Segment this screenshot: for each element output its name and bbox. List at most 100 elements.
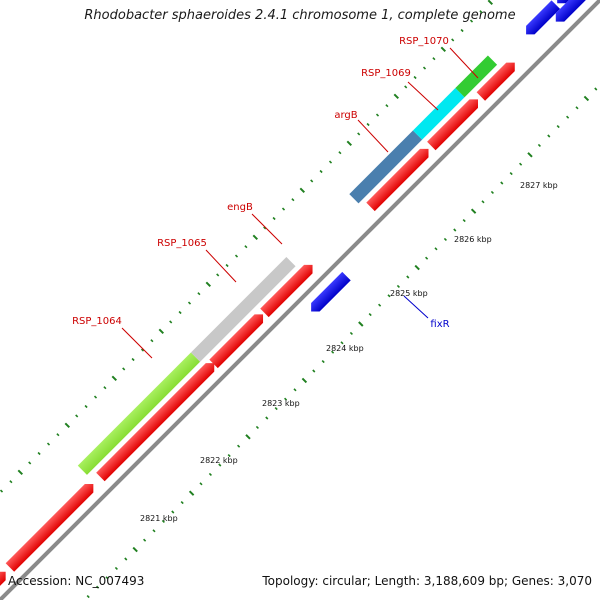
leader-argb bbox=[357, 119, 389, 153]
leader-rsp1065 bbox=[205, 249, 237, 283]
tick-mark bbox=[244, 245, 248, 249]
tick-mark bbox=[358, 321, 364, 327]
tick-mark bbox=[331, 350, 335, 354]
tick-mark bbox=[265, 416, 269, 420]
tick-mark bbox=[349, 331, 353, 335]
gene-argb[interactable] bbox=[349, 130, 423, 204]
tick-mark bbox=[111, 375, 118, 382]
tick-mark bbox=[291, 198, 295, 202]
genome-summary: Topology: circular; Length: 3,188,609 bp… bbox=[262, 574, 592, 588]
tick-mark bbox=[301, 377, 308, 384]
label-rsp1069: RSP_1069 bbox=[361, 68, 411, 79]
tick-mark bbox=[385, 104, 389, 108]
tick-mark bbox=[299, 187, 306, 194]
tick-mark bbox=[368, 313, 372, 317]
tick-mark bbox=[406, 275, 410, 279]
scale-label-2824: 2824 kbp bbox=[326, 344, 364, 353]
label-argb: argB bbox=[334, 110, 357, 121]
gene-red-outer-5[interactable] bbox=[260, 261, 317, 318]
tick-mark bbox=[396, 284, 400, 288]
scale-label-2823: 2823 kbp bbox=[262, 399, 300, 408]
tick-mark bbox=[422, 66, 427, 70]
tick-mark bbox=[17, 469, 24, 476]
leader-rsp1070 bbox=[449, 47, 479, 79]
gene-red-outer-7[interactable] bbox=[427, 95, 482, 151]
tick-mark bbox=[152, 529, 156, 533]
leader-rsp1064 bbox=[121, 327, 153, 359]
tick-mark bbox=[366, 122, 370, 127]
gene-red-outer-4[interactable] bbox=[209, 310, 267, 369]
gene-rsp1064[interactable] bbox=[77, 352, 201, 475]
tick-mark bbox=[434, 247, 438, 251]
tick-mark bbox=[252, 234, 259, 241]
tick-mark bbox=[132, 546, 138, 553]
tick-mark bbox=[255, 425, 259, 429]
tick-mark bbox=[46, 442, 51, 446]
tick-mark bbox=[500, 181, 504, 185]
tick-mark bbox=[37, 451, 41, 456]
tick-mark bbox=[575, 106, 579, 110]
tick-mark bbox=[293, 388, 297, 392]
tick-mark bbox=[453, 228, 457, 232]
tick-mark bbox=[187, 301, 192, 305]
tick-mark bbox=[131, 357, 135, 362]
tick-mark bbox=[208, 472, 212, 476]
tick-mark bbox=[171, 510, 175, 514]
tick-mark bbox=[547, 134, 551, 138]
tick-mark bbox=[425, 256, 429, 260]
tick-mark bbox=[0, 489, 4, 493]
tick-mark bbox=[490, 190, 494, 194]
tick-mark bbox=[178, 310, 182, 315]
scale-label-2821: 2821 kbp bbox=[140, 514, 178, 523]
tick-mark bbox=[161, 519, 165, 523]
tick-mark bbox=[86, 595, 90, 599]
gene-rsp1069[interactable] bbox=[412, 88, 465, 140]
gene-red-outer-2[interactable] bbox=[5, 480, 98, 572]
scale-label-2827: 2827 kbp bbox=[520, 181, 558, 190]
tick-mark bbox=[346, 140, 353, 147]
gene-blue-outer-1[interactable] bbox=[522, 0, 561, 38]
accession-label: Accession: NC_007493 bbox=[8, 574, 145, 588]
tick-mark bbox=[404, 85, 408, 89]
tick-mark bbox=[460, 28, 464, 33]
tick-mark bbox=[566, 115, 570, 119]
leader-engb bbox=[251, 213, 283, 245]
tick-mark bbox=[413, 75, 417, 80]
tick-mark bbox=[537, 143, 541, 147]
outer-tick-track bbox=[0, 0, 494, 493]
label-rsp1065: RSP_1065 bbox=[157, 238, 207, 249]
tick-mark bbox=[338, 151, 342, 155]
gene-rsp1065[interactable] bbox=[190, 257, 296, 362]
gene-red-outer-8[interactable] bbox=[476, 58, 519, 101]
tick-mark bbox=[284, 397, 288, 401]
tick-mark bbox=[310, 179, 314, 183]
tick-mark bbox=[237, 444, 241, 448]
tick-mark bbox=[312, 369, 316, 373]
tick-mark bbox=[357, 132, 361, 136]
tick-mark bbox=[218, 463, 222, 467]
tick-mark bbox=[272, 216, 276, 221]
gene-blue-outer-2[interactable] bbox=[552, 0, 594, 26]
tick-mark bbox=[263, 226, 267, 230]
tick-mark bbox=[440, 46, 447, 53]
tick-mark bbox=[103, 386, 107, 390]
tick-mark bbox=[378, 303, 382, 307]
tick-mark bbox=[594, 87, 598, 91]
gene-red-outer-3[interactable] bbox=[96, 359, 218, 482]
tick-mark bbox=[321, 360, 325, 364]
tick-mark bbox=[188, 490, 195, 496]
scale-label-2825: 2825 kbp bbox=[390, 289, 428, 298]
tick-mark bbox=[245, 434, 251, 440]
tick-mark bbox=[432, 57, 436, 61]
tick-mark bbox=[556, 125, 560, 129]
tick-mark bbox=[328, 160, 333, 164]
map-title: Rhodobacter sphaeroides 2.4.1 chromosome… bbox=[84, 8, 516, 23]
gene-fixr[interactable] bbox=[307, 271, 351, 316]
gene-red-outer-6[interactable] bbox=[366, 145, 432, 212]
tick-mark bbox=[96, 585, 100, 589]
tick-mark bbox=[509, 172, 513, 176]
scale-label-2826: 2826 kbp bbox=[454, 235, 492, 244]
tick-mark bbox=[387, 294, 391, 298]
